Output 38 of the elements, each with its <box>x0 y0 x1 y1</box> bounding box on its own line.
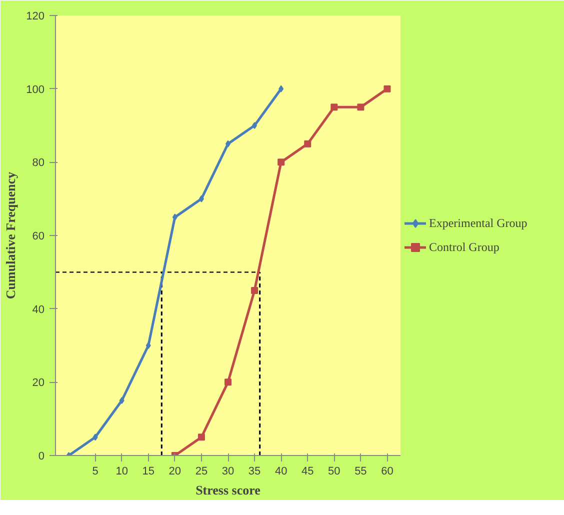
x-tick-label: 30 <box>222 466 234 478</box>
x-tick-label: 50 <box>328 466 340 478</box>
x-tick-label: 45 <box>302 466 314 478</box>
legend-label: Experimental Group <box>429 216 528 230</box>
point <box>278 85 284 92</box>
point <box>119 397 124 404</box>
y-tick-label: 80 <box>32 157 45 170</box>
point <box>251 287 258 294</box>
x-tick-label: 10 <box>116 466 128 478</box>
x-tick-label: 25 <box>195 466 208 478</box>
point <box>330 104 338 111</box>
point <box>172 214 178 221</box>
point <box>304 140 312 148</box>
x-axis-title: Stress score <box>196 482 261 498</box>
y-tick-label: 60 <box>32 230 45 242</box>
point <box>252 122 258 129</box>
x-tick-label: 15 <box>142 466 155 478</box>
y-tick-label: 40 <box>32 304 45 316</box>
point <box>146 342 151 349</box>
legend-label: Control Group <box>429 240 500 254</box>
y-tick-label: 120 <box>26 10 45 22</box>
x-tick-label: 55 <box>354 466 367 478</box>
point <box>198 195 204 202</box>
y-tick-label: 0 <box>38 450 45 462</box>
point <box>357 104 364 111</box>
point <box>92 434 98 441</box>
y-axis-title: Cumulative Frequency <box>3 171 18 300</box>
x-tick-label: 20 <box>168 466 182 478</box>
y-tick-label: 20 <box>32 377 45 390</box>
x-tick-label: 60 <box>381 466 394 478</box>
x-tick-label: 35 <box>248 466 261 478</box>
y-tick-label: 100 <box>26 84 45 96</box>
x-tick-label: 5 <box>92 466 98 478</box>
point <box>384 85 391 92</box>
point <box>224 378 232 386</box>
x-tick-label: 40 <box>274 466 288 478</box>
point <box>278 158 285 166</box>
point <box>198 434 205 441</box>
